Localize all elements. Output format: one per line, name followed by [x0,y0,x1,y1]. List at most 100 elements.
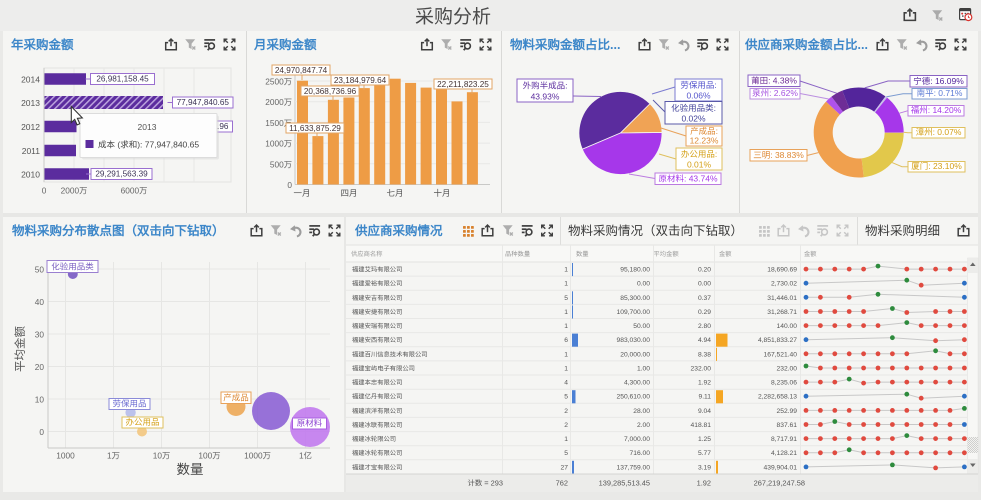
svg-text:232.00: 232.00 [777,365,798,372]
svg-text:福建安瑞有限公司: 福建安瑞有限公司 [352,322,402,330]
svg-text:0.20: 0.20 [698,267,711,274]
svg-text:宁德: 16.09%: 宁德: 16.09% [913,76,964,86]
svg-text:1: 1 [564,323,568,330]
svg-text:福州: 14.20%: 福州: 14.20% [911,105,962,115]
svg-text:50.00: 50.00 [633,323,650,330]
svg-text:2013: 2013 [21,98,40,108]
svg-text:物料采购分布散点图（双击向下钻取）: 物料采购分布散点图（双击向下钻取） [12,224,225,238]
svg-text:11,633,875.29: 11,633,875.29 [289,124,341,133]
svg-text:福建安吉有限公司: 福建安吉有限公司 [352,294,402,302]
svg-text:品种数量: 品种数量 [505,250,531,258]
svg-text:1: 1 [564,365,568,372]
svg-text:福建滨洋有限公司: 福建滨洋有限公司 [352,407,402,415]
svg-text:0.06%: 0.06% [686,91,711,101]
svg-text:一月: 一月 [293,188,310,198]
svg-text:5: 5 [564,450,568,457]
svg-text:供应商采购情况: 供应商采购情况 [354,224,443,238]
svg-text:数量: 数量 [177,462,204,477]
svg-text:24,970,847.74: 24,970,847.74 [275,66,328,75]
svg-text:837.61: 837.61 [777,422,798,429]
svg-text:1.92: 1.92 [698,380,711,387]
svg-text:金额: 金额 [719,250,732,258]
svg-text:30: 30 [35,330,45,340]
svg-text:化验用品类: 化验用品类 [51,262,94,272]
svg-text:4.94: 4.94 [698,337,711,344]
svg-text:6000万: 6000万 [121,186,148,196]
svg-text:167,521.40: 167,521.40 [764,351,798,358]
svg-text:6: 6 [564,337,568,344]
svg-text:20: 20 [35,362,45,372]
svg-text:1000万: 1000万 [265,139,292,149]
svg-text:三明: 38.83%: 三明: 38.83% [753,150,804,160]
svg-text:0: 0 [42,186,47,196]
svg-text:439,904.01: 439,904.01 [764,464,798,471]
svg-text:2013: 2013 [138,122,157,132]
svg-text:2012: 2012 [21,122,40,132]
svg-text:232.00: 232.00 [691,365,712,372]
svg-text:物料采购金额占比...: 物料采购金额占比... [510,38,620,52]
svg-text:4,128.21: 4,128.21 [771,450,797,457]
svg-text:平均金额: 平均金额 [654,250,680,258]
svg-text:31,446.01: 31,446.01 [767,295,797,302]
svg-text:140.00: 140.00 [777,323,798,330]
svg-text:10: 10 [35,395,45,405]
svg-text:139,285,513.45: 139,285,513.45 [599,479,650,488]
svg-text:9.11: 9.11 [698,394,711,401]
svg-text:供应商名称: 供应商名称 [351,250,383,258]
svg-text:50: 50 [35,265,45,275]
svg-text:77,947,840.65: 77,947,840.65 [177,98,230,107]
svg-text:20,000.00: 20,000.00 [620,351,650,358]
svg-text:0.01%: 0.01% [687,160,712,170]
svg-text:4,851,833.27: 4,851,833.27 [758,337,797,344]
svg-text:福建本忠有限公司: 福建本忠有限公司 [352,379,402,387]
svg-text:12.23%: 12.23% [690,136,719,146]
svg-text:福建冰轮有限公司: 福建冰轮有限公司 [352,449,402,457]
svg-text:厦门: 23.10%: 厦门: 23.10% [911,161,962,171]
svg-text:22,211,823.25: 22,211,823.25 [437,80,489,89]
svg-text:27: 27 [561,464,569,471]
svg-text:福建亿丹有限公司: 福建亿丹有限公司 [352,393,402,401]
svg-text:2,730.02: 2,730.02 [771,281,797,288]
svg-text:物料采购明细: 物料采购明细 [865,224,940,238]
svg-text:2000万: 2000万 [61,186,88,196]
svg-text:福建冰联有限公司: 福建冰联有限公司 [352,421,402,429]
svg-text:供应商采购金额占比...: 供应商采购金额占比... [744,38,868,52]
svg-text:267,219,247.58: 267,219,247.58 [754,479,805,488]
svg-text:0.00: 0.00 [637,281,650,288]
svg-text:化验用品类:: 化验用品类: [671,103,716,113]
svg-text:1.00: 1.00 [637,365,650,372]
svg-text:莆田: 4.38%: 莆田: 4.38% [751,76,797,86]
svg-text:四月: 四月 [340,188,357,198]
svg-text:产成品: 产成品 [223,393,249,403]
svg-text:5.77: 5.77 [698,450,711,457]
svg-text:2.00: 2.00 [637,422,650,429]
svg-text:31,268.71: 31,268.71 [767,309,797,316]
svg-text:福建百川信息技术有限公司: 福建百川信息技术有限公司 [352,350,428,358]
svg-text:2014: 2014 [21,75,40,85]
svg-text:85,300.00: 85,300.00 [620,295,650,302]
svg-text:数量: 数量 [576,250,589,258]
svg-text:泉州: 2.62%: 泉州: 2.62% [752,88,798,98]
svg-text:137,759.00: 137,759.00 [617,464,651,471]
svg-text:漳州: 0.07%: 漳州: 0.07% [916,127,962,137]
svg-text:26,981,158.45: 26,981,158.45 [96,75,149,84]
svg-text:金额: 金额 [804,250,817,258]
svg-text:福建爱裕有限公司: 福建爱裕有限公司 [352,280,402,288]
svg-text:252.99: 252.99 [777,408,798,415]
svg-text:418.81: 418.81 [691,422,712,429]
svg-text:28.00: 28.00 [633,408,650,415]
svg-text:100万: 100万 [198,451,220,461]
svg-text:福建才宝有限公司: 福建才宝有限公司 [352,463,402,471]
svg-text:2.80: 2.80 [698,323,711,330]
svg-text:5: 5 [564,394,568,401]
svg-text:9.04: 9.04 [698,408,711,415]
svg-text:1000万: 1000万 [244,451,271,461]
svg-text:福建安西有限公司: 福建安西有限公司 [352,336,402,344]
svg-text:7,000.00: 7,000.00 [624,436,650,443]
svg-text:南平: 0.71%: 南平: 0.71% [917,88,963,98]
svg-text:0: 0 [39,427,44,437]
svg-text:40: 40 [35,297,45,307]
svg-text:产成品:: 产成品: [690,126,718,136]
svg-text:109,700.00: 109,700.00 [617,309,651,316]
svg-text:18,690.69: 18,690.69 [767,267,797,274]
